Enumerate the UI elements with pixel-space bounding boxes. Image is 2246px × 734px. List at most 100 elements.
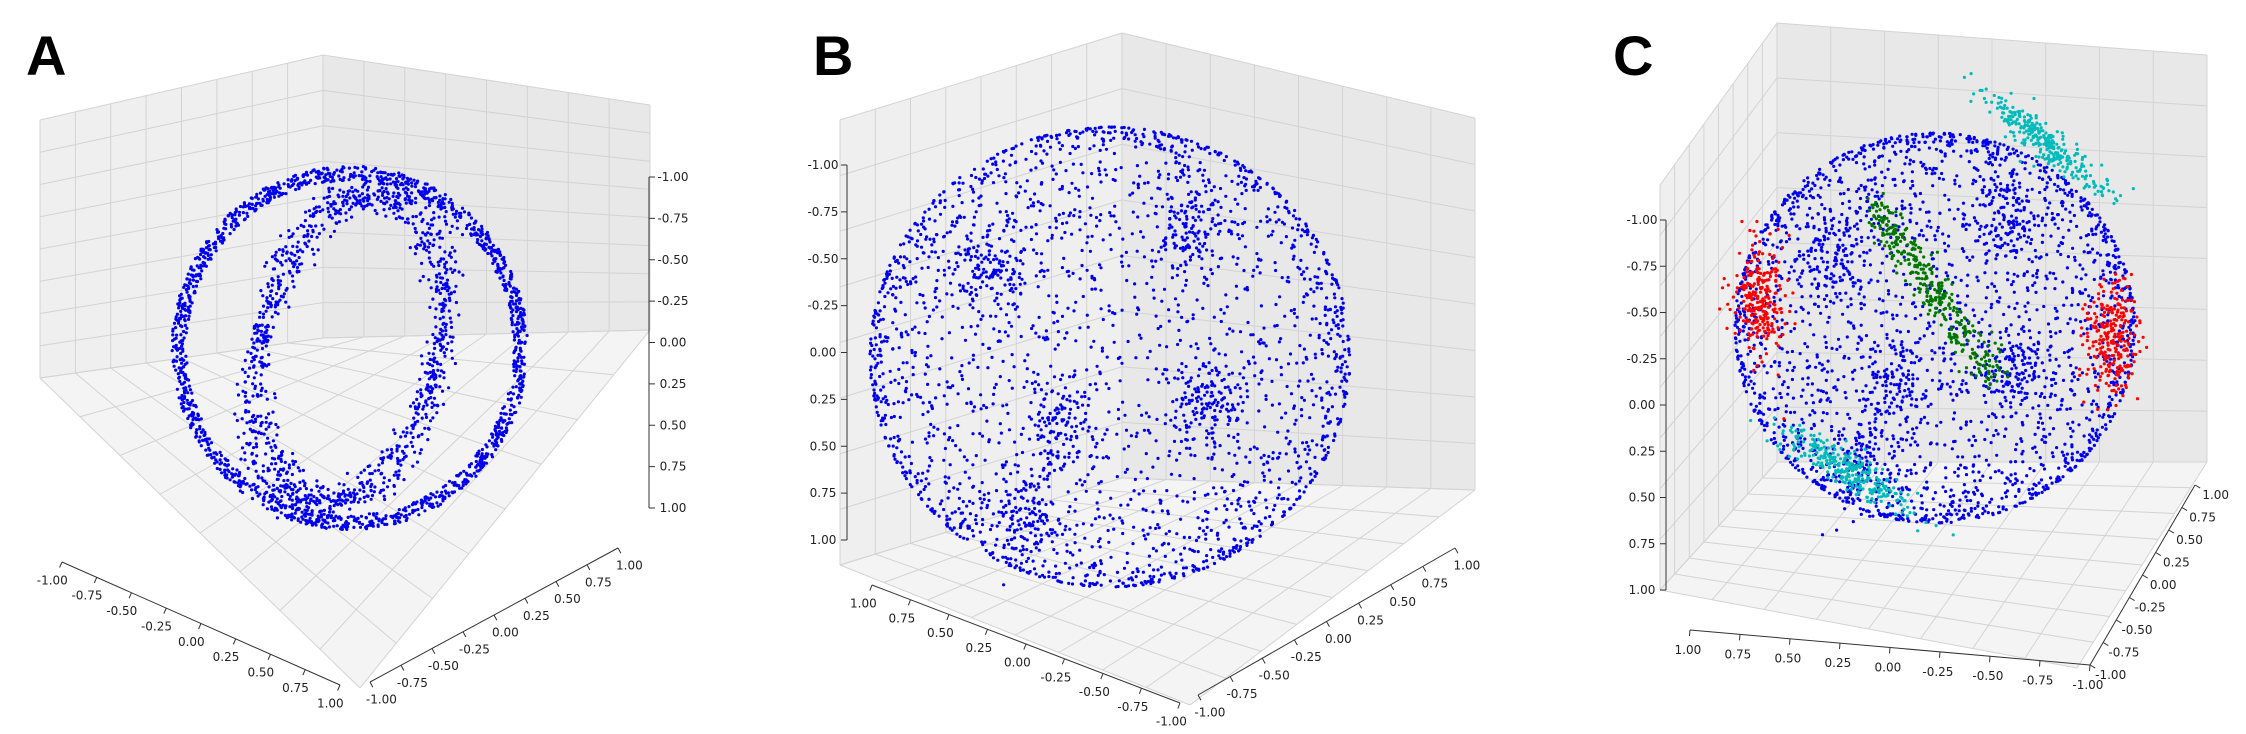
data-point <box>264 186 268 190</box>
data-point <box>918 292 922 297</box>
data-point <box>1142 428 1146 432</box>
data-point <box>1332 292 1336 296</box>
data-point <box>1258 528 1262 533</box>
data-point <box>1123 584 1127 588</box>
data-point <box>419 192 423 196</box>
data-point <box>510 413 514 417</box>
data-point <box>1204 184 1208 188</box>
data-point <box>218 462 222 466</box>
data-point <box>449 267 453 271</box>
data-point <box>1166 177 1170 181</box>
data-point <box>1160 299 1164 303</box>
data-point <box>1318 386 1322 390</box>
data-point <box>1293 238 1297 242</box>
data-point <box>1330 282 1334 286</box>
data-point <box>886 336 890 340</box>
data-point <box>1336 332 1340 336</box>
data-point <box>479 229 483 233</box>
data-point <box>411 222 415 226</box>
data-point <box>1146 356 1150 360</box>
data-point <box>1099 266 1103 270</box>
data-point <box>1111 311 1115 315</box>
data-point <box>296 500 300 504</box>
data-point <box>261 197 265 201</box>
data-point <box>948 463 952 467</box>
data-point <box>188 388 192 392</box>
data-point <box>419 448 423 452</box>
data-point <box>1098 490 1102 494</box>
data-point <box>196 417 200 421</box>
data-point <box>392 514 396 518</box>
data-point <box>443 205 447 210</box>
data-point <box>1264 498 1268 502</box>
data-point <box>1042 269 1046 273</box>
data-point <box>927 431 931 435</box>
data-point <box>989 287 993 291</box>
data-point <box>1178 338 1182 342</box>
data-point <box>981 542 985 547</box>
data-point <box>1157 526 1161 530</box>
data-point <box>872 323 876 327</box>
data-point <box>1112 527 1116 531</box>
data-point <box>514 385 518 389</box>
data-point <box>256 328 260 332</box>
data-point <box>1144 411 1148 415</box>
data-point <box>254 469 258 473</box>
data-point <box>1217 549 1221 553</box>
data-point <box>893 457 897 461</box>
data-point <box>246 350 250 354</box>
data-point <box>279 234 283 238</box>
data-point <box>1167 308 1171 312</box>
data-point <box>1035 251 1039 256</box>
data-point <box>182 336 186 340</box>
data-point <box>298 469 302 473</box>
data-point <box>204 264 208 268</box>
data-point <box>891 347 895 351</box>
data-point <box>443 489 447 493</box>
data-point <box>1263 516 1267 520</box>
data-point <box>278 503 282 507</box>
data-point <box>337 211 341 215</box>
data-point <box>879 388 883 392</box>
tick-mark <box>462 631 467 638</box>
data-point <box>353 174 357 178</box>
gridline <box>39 196 324 250</box>
data-point <box>509 310 514 314</box>
data-point <box>441 197 445 201</box>
data-point <box>1183 260 1187 264</box>
data-point <box>243 380 247 384</box>
data-point <box>1257 340 1261 344</box>
data-point <box>370 203 374 207</box>
data-point <box>1019 432 1024 436</box>
data-point <box>358 201 362 205</box>
tick-label: 0.75 <box>282 681 309 695</box>
tick-mark <box>232 638 237 645</box>
data-point <box>1003 283 1007 287</box>
data-point <box>1120 126 1124 130</box>
data-point <box>309 170 313 175</box>
data-point <box>1159 257 1163 261</box>
data-point <box>486 251 490 256</box>
data-point <box>960 364 964 368</box>
data-point <box>184 331 188 335</box>
data-point <box>278 473 282 477</box>
data-point <box>1338 356 1342 360</box>
data-point <box>1175 458 1179 462</box>
tick-label: -1.00 <box>366 693 397 707</box>
data-point <box>1013 218 1017 222</box>
data-point <box>872 388 876 392</box>
data-point <box>264 441 269 445</box>
data-point <box>1286 497 1290 501</box>
data-point <box>438 302 442 306</box>
data-point <box>269 421 273 425</box>
data-point <box>178 316 182 320</box>
data-point <box>326 206 330 210</box>
data-point <box>238 489 242 493</box>
data-point <box>279 484 283 488</box>
data-point <box>184 314 188 318</box>
data-point <box>177 366 181 370</box>
tick-label: -0.50 <box>106 604 137 618</box>
data-point <box>1324 453 1328 457</box>
tick-label: -0.75 <box>807 205 838 219</box>
data-point <box>1296 384 1301 388</box>
